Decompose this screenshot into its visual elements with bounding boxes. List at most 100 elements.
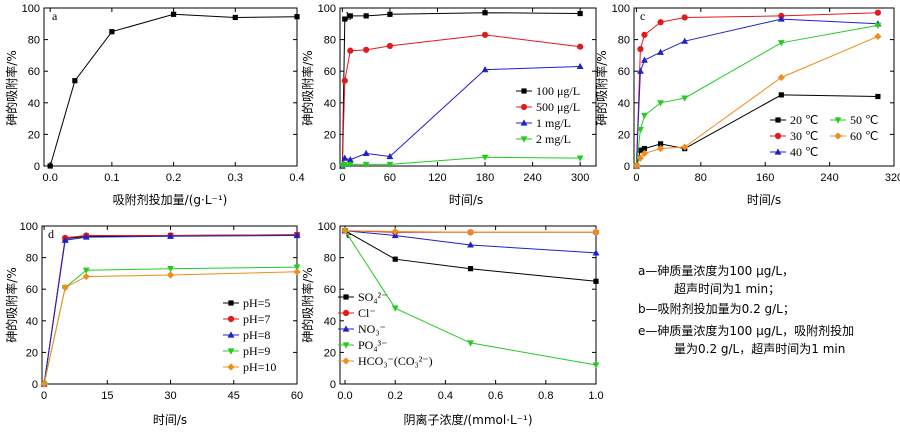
legend-b: 100 μg/L 500 μg/L 1 mg/L 2 mg/L xyxy=(516,84,580,146)
data-point xyxy=(166,271,175,279)
y-tick-label: 60 xyxy=(618,66,630,78)
y-tick-label: 100 xyxy=(612,3,630,15)
y-tick-label: 0 xyxy=(330,161,336,173)
data-point xyxy=(481,66,489,73)
data-point xyxy=(681,143,689,151)
y-tick-label: 20 xyxy=(324,129,336,141)
legend-d: pH=5 pH=7 pH=8 pH=9 pH=10 xyxy=(223,296,276,374)
x-tick-label: 0.4 xyxy=(289,172,304,184)
x-tick-label: 120 xyxy=(428,172,446,184)
x-axis-label-d: 时间/s xyxy=(153,413,187,427)
legend-label: pH=7 xyxy=(243,312,270,326)
x-tick-label: 0 xyxy=(41,390,47,402)
data-point xyxy=(637,45,644,53)
series-b-0 xyxy=(339,10,583,169)
data-point xyxy=(481,154,489,161)
data-point xyxy=(40,380,48,388)
y-tick-label: 60 xyxy=(28,66,40,78)
series-line xyxy=(344,230,596,233)
plot-frame-d xyxy=(41,225,298,385)
legend-label: Cl⁻ xyxy=(358,306,376,320)
data-point xyxy=(386,152,394,160)
legend-marker xyxy=(521,88,527,94)
data-point xyxy=(82,233,90,240)
data-point xyxy=(681,14,688,21)
data-point xyxy=(641,56,648,63)
y-tick-label: 60 xyxy=(324,284,336,296)
data-point xyxy=(363,13,369,19)
y-tick-label: 40 xyxy=(26,316,38,328)
legend-marker xyxy=(774,148,782,155)
legend-marker xyxy=(343,294,349,300)
data-point xyxy=(392,256,398,262)
data-point xyxy=(875,93,881,100)
x-axis-label-e: 阴离子浓度/(mmol·L⁻¹) xyxy=(403,412,532,427)
series-c-1 xyxy=(633,9,882,170)
plot-frame-e xyxy=(339,225,597,385)
data-point xyxy=(593,278,599,284)
y-tick-label: 20 xyxy=(324,347,336,359)
series-line xyxy=(635,18,878,167)
x-tick-label: 0.0 xyxy=(43,172,58,184)
x-tick-label: 180 xyxy=(476,172,494,184)
x-tick-label: 240 xyxy=(523,172,541,184)
y-tick-label: 100 xyxy=(20,221,38,233)
y-tick-label: 80 xyxy=(324,35,336,47)
chart-b: 060120180240300020406080100b时间/s砷的吸附率/%1… xyxy=(300,3,597,207)
data-point xyxy=(362,161,370,169)
y-tick-label: 100 xyxy=(22,3,40,15)
data-point xyxy=(109,29,115,35)
data-point xyxy=(466,228,475,236)
note-b: b—吸附剂投加量为0.2 g/L； xyxy=(638,302,795,316)
data-point xyxy=(232,14,238,21)
panel-label-d: d xyxy=(48,227,54,241)
data-point xyxy=(482,10,488,16)
legend-label: HCO₃⁻(CO₃²⁻) xyxy=(358,354,433,368)
series-a-0 xyxy=(47,11,300,169)
data-point xyxy=(61,236,69,243)
x-tick-label: 0.2 xyxy=(388,390,403,402)
data-point xyxy=(467,266,474,272)
data-point xyxy=(167,232,174,239)
data-point xyxy=(82,267,90,274)
y-tick-label: 0 xyxy=(32,379,38,391)
x-tick-label: 240 xyxy=(820,172,838,184)
series-line xyxy=(344,230,597,366)
series-line xyxy=(342,156,581,167)
y-tick-label: 60 xyxy=(324,66,336,78)
note-a-line1: a—砷质量浓度为100 μg/L， xyxy=(638,264,795,278)
data-point xyxy=(632,162,641,170)
legend-label: pH=9 xyxy=(243,344,270,358)
y-tick-label: 80 xyxy=(324,253,336,265)
legend-label: pH=5 xyxy=(243,296,270,310)
legend-label: NO₃⁻ xyxy=(358,322,386,336)
y-tick-label: 20 xyxy=(618,129,630,141)
data-point xyxy=(636,154,645,162)
legend-label: 2 mg/L xyxy=(536,132,571,146)
x-tick-label: 0 xyxy=(339,172,345,184)
data-point xyxy=(874,32,882,41)
y-tick-label: 20 xyxy=(26,347,38,359)
legend-marker xyxy=(775,117,781,123)
data-point xyxy=(641,31,648,38)
x-tick-label: 0.1 xyxy=(104,172,119,184)
data-point xyxy=(386,161,394,169)
data-point xyxy=(592,228,600,236)
legend-c: 20 ℃ 30 ℃ 40 ℃ 50 ℃ 60 ℃ xyxy=(770,113,878,159)
y-tick-label: 40 xyxy=(618,98,630,110)
data-point xyxy=(657,141,664,147)
legend-label: 50 ℃ xyxy=(850,113,878,127)
data-point xyxy=(47,163,53,169)
y-tick-label: 0 xyxy=(34,161,40,173)
data-point xyxy=(577,43,584,50)
legend-label: 100 μg/L xyxy=(536,84,580,98)
x-tick-label: 45 xyxy=(228,390,240,402)
x-tick-label: 0.8 xyxy=(538,390,553,402)
legend-marker xyxy=(228,300,234,306)
data-point xyxy=(346,161,354,169)
data-point xyxy=(341,227,349,235)
x-tick-label: 0 xyxy=(633,172,639,184)
data-point xyxy=(592,362,600,369)
legend-marker xyxy=(342,342,350,349)
